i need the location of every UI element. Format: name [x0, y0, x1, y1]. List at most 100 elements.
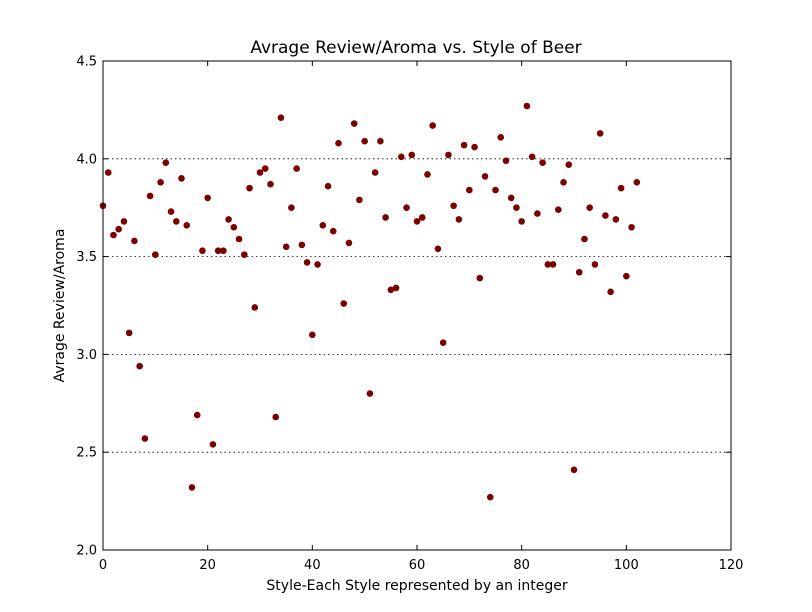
data-point	[439, 339, 447, 346]
data-point	[125, 329, 133, 337]
data-point	[455, 216, 463, 223]
data-point	[534, 210, 541, 217]
data-point	[366, 390, 374, 397]
data-point	[408, 151, 416, 159]
data-point	[602, 212, 609, 219]
data-point	[251, 304, 259, 311]
y-tick-label: 2.0	[76, 544, 97, 559]
data-point	[476, 274, 484, 282]
data-point	[345, 239, 353, 247]
data-point	[387, 286, 395, 294]
data-point	[282, 243, 290, 251]
data-point	[450, 202, 457, 210]
data-point	[413, 218, 421, 225]
data-point	[460, 141, 468, 149]
data-point	[471, 143, 478, 151]
data-point	[115, 225, 122, 233]
x-tick-labels: 0 20 40 60 80 100 120	[99, 558, 744, 573]
data-point	[136, 362, 143, 370]
x-tick-label: 60	[409, 558, 426, 573]
data-point	[539, 159, 546, 167]
data-point	[398, 153, 405, 161]
data-point	[104, 169, 112, 176]
data-point	[523, 102, 531, 110]
data-point	[502, 157, 510, 165]
data-point	[256, 169, 264, 176]
data-point	[314, 261, 321, 268]
data-point	[303, 259, 311, 266]
y-tick-label: 4.0	[76, 152, 97, 167]
data-point	[188, 484, 196, 491]
data-point	[152, 251, 159, 258]
axis-ticks	[102, 60, 732, 551]
x-tick-label: 20	[199, 558, 216, 573]
data-point	[324, 182, 332, 190]
x-axis-label: Style-Each Style represented by an integ…	[266, 578, 567, 594]
data-point	[418, 214, 426, 221]
data-point	[209, 441, 217, 448]
data-point	[617, 184, 625, 192]
x-tick-label: 0	[99, 558, 107, 573]
data-point	[549, 261, 557, 268]
data-point	[246, 184, 253, 192]
data-point	[434, 245, 442, 253]
data-point	[319, 222, 327, 229]
data-point	[570, 466, 578, 474]
data-point	[214, 247, 222, 255]
data-point	[424, 171, 431, 178]
data-point	[575, 268, 583, 276]
x-tick-label: 40	[304, 558, 321, 573]
data-point	[445, 151, 452, 159]
data-point	[235, 235, 243, 243]
data-point	[633, 178, 641, 186]
data-point	[607, 288, 614, 296]
grid-lines	[103, 158, 731, 453]
data-point	[528, 153, 536, 161]
data-point	[183, 222, 191, 229]
x-tick-label: 100	[614, 558, 639, 573]
data-points	[99, 102, 641, 501]
data-point	[392, 284, 400, 292]
data-point	[612, 216, 620, 223]
data-point	[429, 122, 437, 129]
data-point	[623, 272, 630, 280]
data-point	[272, 413, 280, 421]
data-point	[382, 214, 389, 221]
data-point	[356, 196, 363, 204]
data-point	[157, 178, 164, 186]
data-point	[507, 194, 515, 202]
data-point	[178, 175, 185, 182]
data-point	[628, 223, 635, 231]
data-point	[288, 204, 295, 211]
x-tick-label: 120	[719, 558, 744, 573]
data-point	[204, 194, 211, 202]
data-point	[329, 227, 337, 235]
y-tick-label: 3.5	[76, 250, 97, 265]
data-point	[120, 218, 128, 225]
data-point	[403, 204, 410, 211]
data-point	[193, 411, 201, 419]
data-point	[110, 231, 117, 239]
data-point	[172, 218, 180, 225]
data-point	[513, 204, 520, 211]
data-point	[481, 173, 489, 180]
data-point	[131, 237, 138, 245]
x-tick-label: 80	[513, 558, 530, 573]
y-tick-label: 4.5	[76, 55, 97, 70]
data-point	[518, 218, 525, 225]
data-point	[486, 493, 494, 501]
data-point	[544, 261, 552, 268]
data-point	[293, 165, 300, 172]
data-point	[267, 180, 274, 188]
y-tick-labels: 2.0 2.5 3.0 3.5 4.0 4.5	[76, 55, 97, 559]
data-point	[335, 139, 342, 147]
data-point	[241, 251, 248, 258]
data-point	[141, 435, 149, 442]
data-point	[350, 120, 358, 127]
data-point	[309, 331, 316, 339]
chart-title: Avrage Review/Aroma vs. Style of Beer	[250, 38, 581, 58]
data-point	[230, 223, 238, 231]
data-point	[555, 206, 562, 213]
data-point	[377, 137, 384, 145]
